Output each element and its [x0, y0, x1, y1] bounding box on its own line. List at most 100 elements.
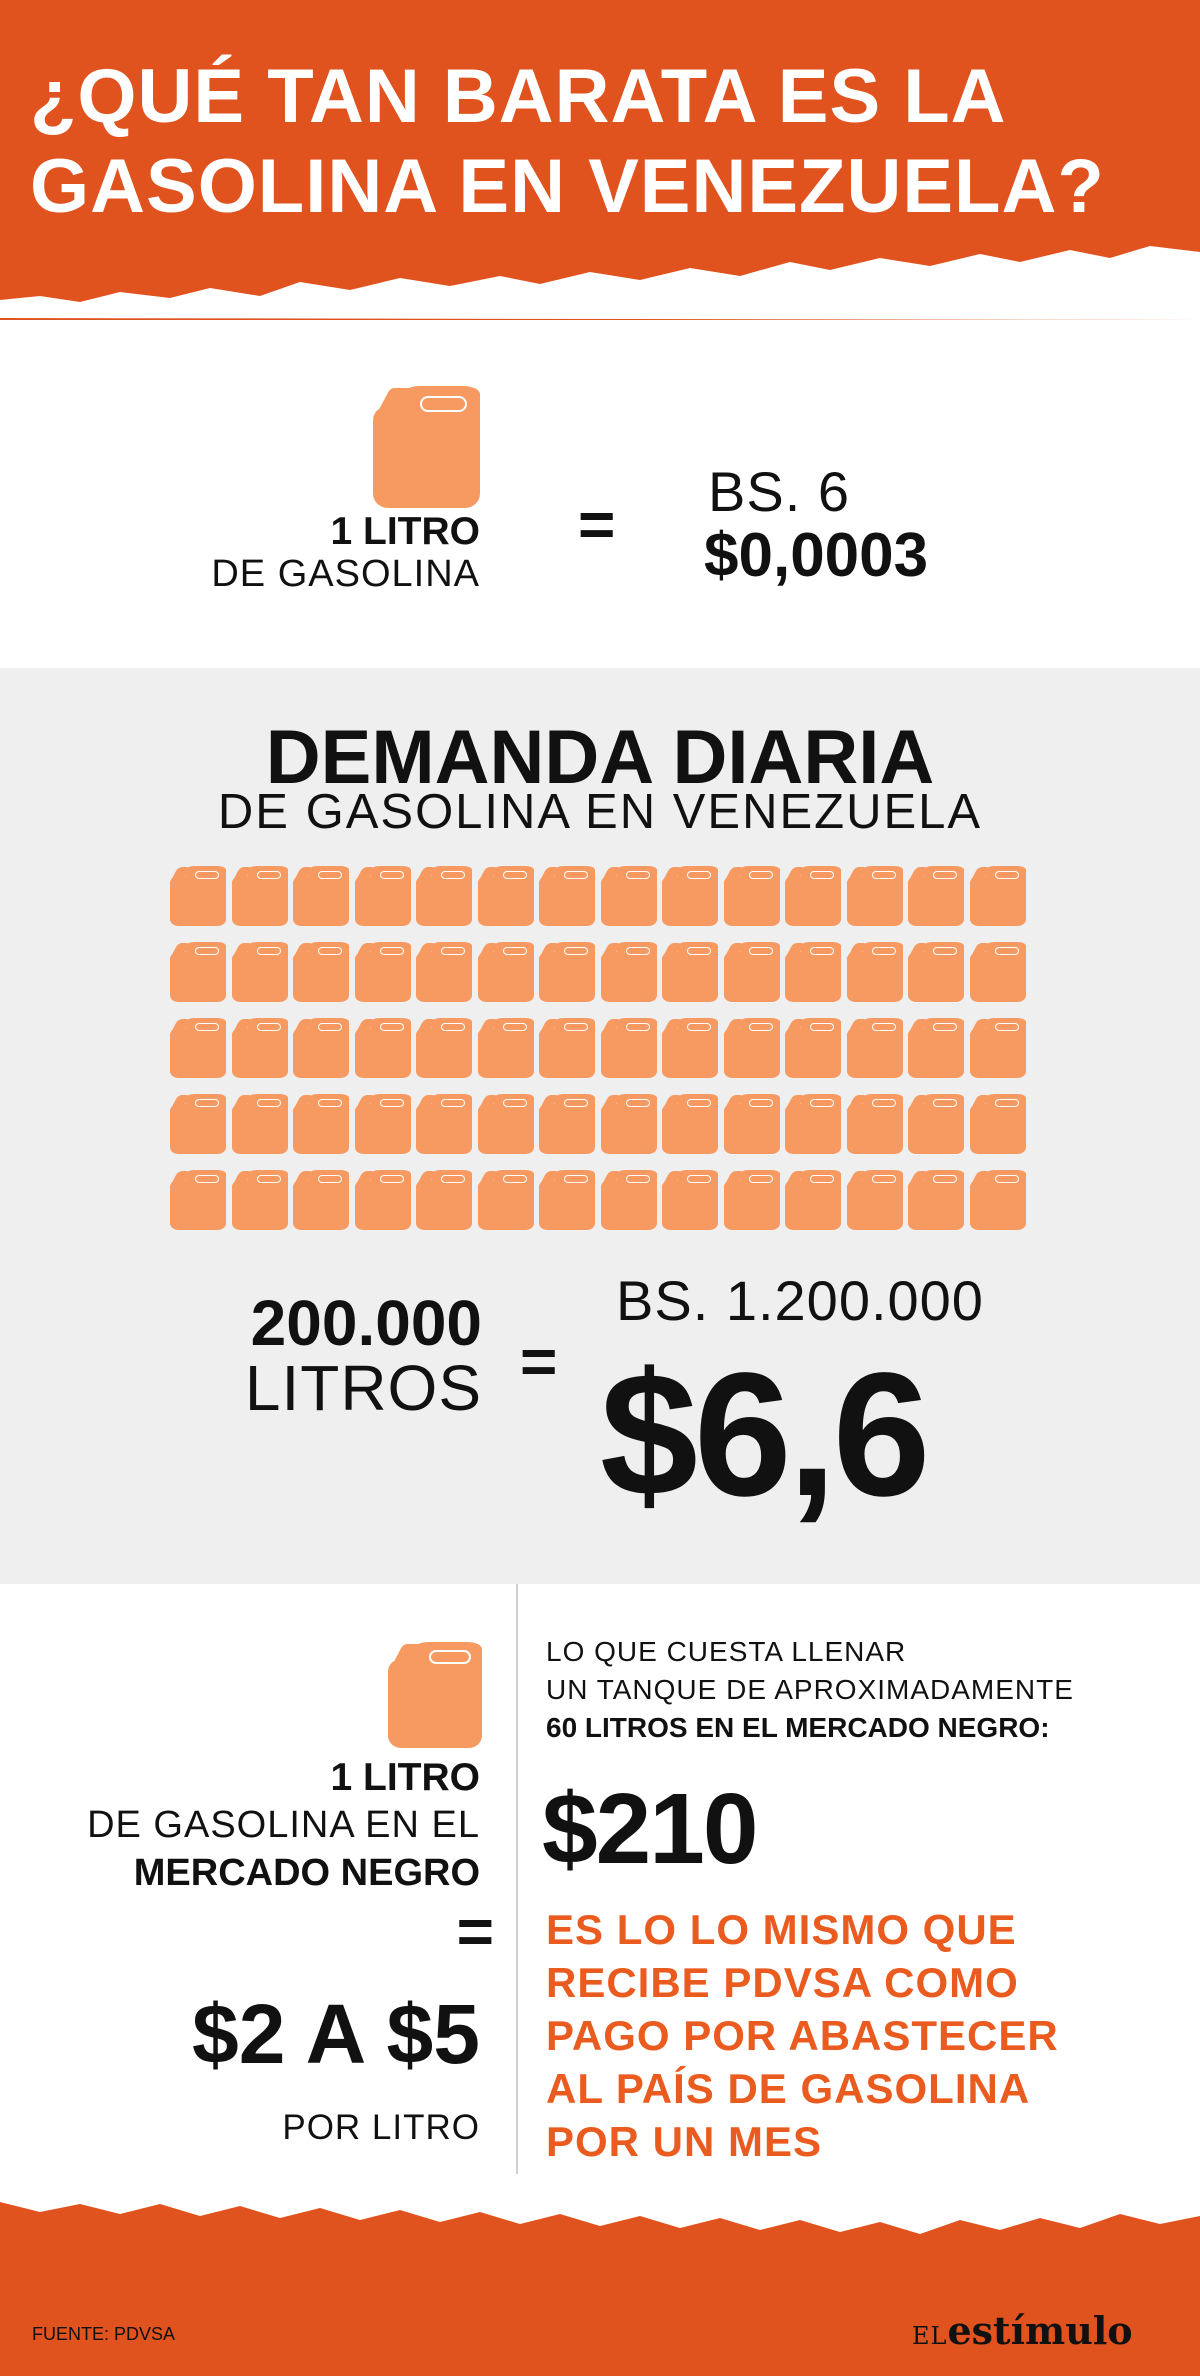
liters-amount: 200.000: [250, 1287, 482, 1359]
source-credit: FUENTE: PDVSA: [32, 2324, 176, 2344]
jerrycan-icon: [970, 866, 1026, 926]
jerrycan-icon: [908, 1094, 964, 1154]
jerrycan-icon: [232, 1018, 288, 1078]
jerrycan-icon: [539, 866, 595, 926]
jerrycan-icon: [416, 1094, 472, 1154]
jerrycan-icon: [662, 1018, 718, 1078]
jerrycan-icon: [293, 942, 349, 1002]
torn-paper-edge: [0, 246, 1200, 320]
jerrycan-icon: [847, 866, 903, 926]
jerrycan-icon: [478, 942, 534, 1002]
jerrycan-icon: [355, 942, 411, 1002]
per-liter-label: POR LITRO: [282, 2108, 480, 2147]
section-subtitle: DE GASOLINA EN VENEZUELA: [217, 785, 983, 839]
jerrycan-icon: [170, 1170, 226, 1230]
title-line-2: GASOLINA EN VENEZUELA?: [30, 144, 1105, 229]
jerrycan-icon: [970, 1170, 1026, 1230]
el-estimulo-logo: ELestímulo: [912, 2308, 1133, 2353]
jerrycan-icon: [232, 1094, 288, 1154]
equals-sign: =: [520, 1325, 558, 1397]
jerrycan-icon: [355, 1018, 411, 1078]
tank-description-line-2: UN TANQUE DE APROXIMADAMENTE: [546, 1674, 1074, 1705]
one-liter-label: 1 LITRO: [330, 510, 480, 553]
of-gasoline-label: DE GASOLINA: [211, 553, 480, 595]
jerrycan-icon: [724, 1170, 780, 1230]
jerrycan-icon: [847, 1094, 903, 1154]
jerrycan-icon: [662, 1170, 718, 1230]
title-line-1: ¿QUÉ TAN BARATA ES LA: [30, 54, 1007, 139]
highlight-line-3: PAGO POR ABASTECER: [546, 2012, 1059, 2059]
of-gasoline-label: DE GASOLINA EN EL: [87, 1804, 480, 1846]
jerrycan-icon: [232, 1170, 288, 1230]
jerrycan-icon: [416, 942, 472, 1002]
black-market-price-range: $2 A $5: [192, 1987, 480, 2081]
highlight-line-4: AL PAÍS DE GASOLINA: [546, 2065, 1031, 2112]
jerrycan-icon: [232, 866, 288, 926]
jerrycan-icon: [355, 1094, 411, 1154]
jerrycan-icon: [847, 942, 903, 1002]
jerrycan-icon: [293, 866, 349, 926]
jerrycan-icon: [478, 1018, 534, 1078]
jerrycan-icon: [662, 942, 718, 1002]
jerrycan-icon: [908, 1170, 964, 1230]
jerrycan-icon: [908, 866, 964, 926]
jerrycan-icon: [170, 1094, 226, 1154]
jerrycan-icon: [539, 942, 595, 1002]
jerrycan-icon: [970, 1094, 1026, 1154]
jerrycan-icon: [908, 1018, 964, 1078]
highlight-line-1: ES LO LO MISMO QUE: [546, 1906, 1017, 1953]
jerrycan-icon: [785, 1170, 841, 1230]
tank-price: $210: [542, 1773, 758, 1885]
vertical-divider: [516, 1584, 518, 2174]
jerrycan-icon: [785, 866, 841, 926]
total-bolivares: BS. 1.200.000: [616, 1269, 984, 1332]
jerrycan-icon: [601, 1094, 657, 1154]
jerrycan-icon: [355, 866, 411, 926]
jerrycan-icon: [416, 1018, 472, 1078]
jerrycan-icon: [662, 866, 718, 926]
jerrycan-icon: [724, 942, 780, 1002]
jerrycan-icon: [970, 942, 1026, 1002]
jerrycan-icon: [478, 1094, 534, 1154]
highlight-line-5: POR UN MES: [546, 2118, 823, 2165]
jerrycan-icon: [539, 1094, 595, 1154]
jerrycan-icon: [724, 1094, 780, 1154]
daily-demand-panel: DEMANDA DIARIA DE GASOLINA EN VENEZUELA …: [0, 668, 1200, 1584]
section-title: DEMANDA DIARIA: [265, 715, 935, 800]
jerrycan-icon: [416, 1170, 472, 1230]
jerrycan-icon: [478, 1170, 534, 1230]
logo-prefix: EL: [912, 2322, 948, 2350]
tank-description-line-1: LO QUE CUESTA LLENAR: [546, 1636, 907, 1667]
one-liter-label: 1 LITRO: [330, 1756, 480, 1799]
footer-banner: FUENTE: PDVSA ELestímulo: [0, 2194, 1200, 2376]
jerrycan-icon: [355, 1170, 411, 1230]
equals-sign: =: [456, 1895, 494, 1967]
header-banner: ¿QUÉ TAN BARATA ES LA GASOLINA EN VENEZU…: [0, 0, 1200, 320]
jerrycan-icon: [908, 942, 964, 1002]
jerrycan-icon: [539, 1018, 595, 1078]
price-bolivares: BS. 6: [708, 460, 850, 523]
highlight-line-2: RECIBE PDVSA COMO: [546, 1959, 1019, 2006]
jerrycan-icon: [388, 1642, 482, 1748]
jerrycan-icon: [785, 1018, 841, 1078]
price-dollars: $0,0003: [704, 521, 929, 590]
jerrycan-icon: [847, 1018, 903, 1078]
jerrycan-icon: [293, 1018, 349, 1078]
jerrycan-icon: [662, 1094, 718, 1154]
jerrycan-icon: [785, 1094, 841, 1154]
equals-sign: =: [578, 488, 616, 560]
jerrycan-icon: [170, 1018, 226, 1078]
jerrycan-icon: [232, 942, 288, 1002]
black-market-label: MERCADO NEGRO: [133, 1852, 480, 1894]
logo-word: estímulo: [947, 2308, 1133, 2353]
jerrycan-icon: [416, 866, 472, 926]
torn-paper-edge: [0, 2194, 1200, 2234]
jerrycan-icon: [785, 942, 841, 1002]
jerrycan-icon: [970, 1018, 1026, 1078]
jerrycan-icon: [170, 942, 226, 1002]
jerrycan-icon: [601, 866, 657, 926]
jerrycan-icon: [601, 1170, 657, 1230]
jerrycan-icon: [847, 1170, 903, 1230]
jerrycan-icon: [293, 1094, 349, 1154]
jerrycan-icon: [293, 1170, 349, 1230]
